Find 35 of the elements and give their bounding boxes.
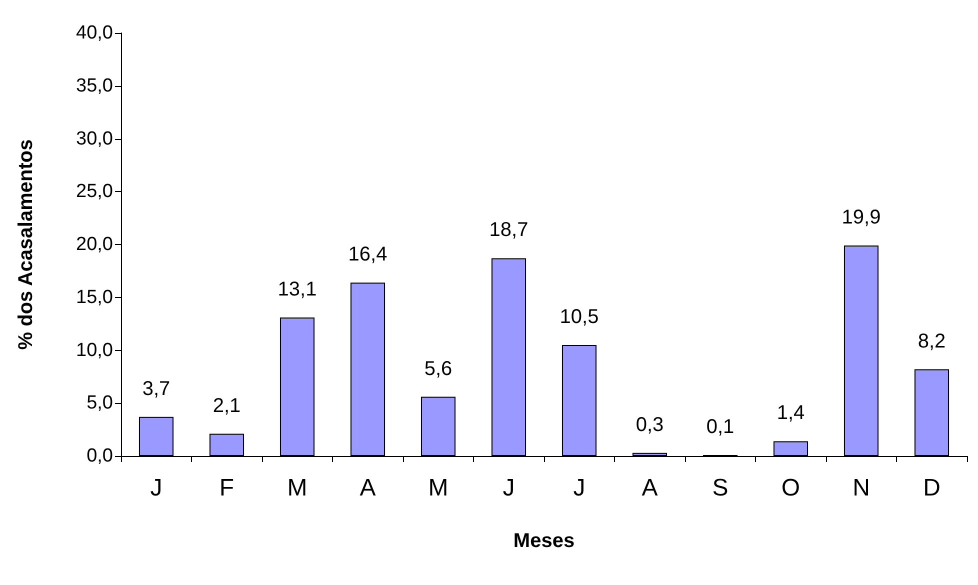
data-label: 0,1 xyxy=(706,416,734,438)
x-tick-label: A xyxy=(642,474,658,502)
y-tick-label: 15,0 xyxy=(76,286,113,308)
data-label: 10,5 xyxy=(560,306,599,328)
y-tick-label: 40,0 xyxy=(76,22,113,44)
x-tick-label: J xyxy=(573,474,586,502)
x-tick-label: A xyxy=(360,474,376,502)
x-tick-label: M xyxy=(428,474,448,502)
x-tick-label: J xyxy=(502,474,515,502)
y-tick-label: 10,0 xyxy=(76,340,113,361)
y-axis-title: % dos Acasalamentos xyxy=(15,139,37,350)
data-label: 5,6 xyxy=(424,358,452,380)
data-label: 3,7 xyxy=(142,378,170,400)
y-tick-label: 30,0 xyxy=(76,128,113,150)
data-label: 2,1 xyxy=(212,394,241,417)
data-label: 8,2 xyxy=(918,330,946,352)
x-tick-label: M xyxy=(287,474,308,502)
y-tick-label: 0,0 xyxy=(86,446,113,466)
data-label: 18,7 xyxy=(489,219,528,242)
data-label: 19,9 xyxy=(842,206,881,229)
x-tick-label: F xyxy=(219,474,234,502)
data-label: 13,1 xyxy=(278,278,317,300)
x-tick-label: O xyxy=(781,474,800,502)
data-label: 0,3 xyxy=(636,414,664,436)
x-tick-label: J xyxy=(150,474,162,502)
data-label: 16,4 xyxy=(348,244,388,266)
x-tick-label: N xyxy=(852,474,870,502)
data-label: 1,4 xyxy=(776,402,805,424)
x-axis-title: Meses xyxy=(513,530,575,552)
y-tick-label: 25,0 xyxy=(76,181,113,202)
x-tick-label: S xyxy=(712,474,728,502)
y-tick-label: 5,0 xyxy=(86,392,113,414)
y-tick-label: 35,0 xyxy=(76,75,113,96)
x-tick-label: D xyxy=(923,474,940,502)
y-tick-label: 20,0 xyxy=(76,234,113,255)
